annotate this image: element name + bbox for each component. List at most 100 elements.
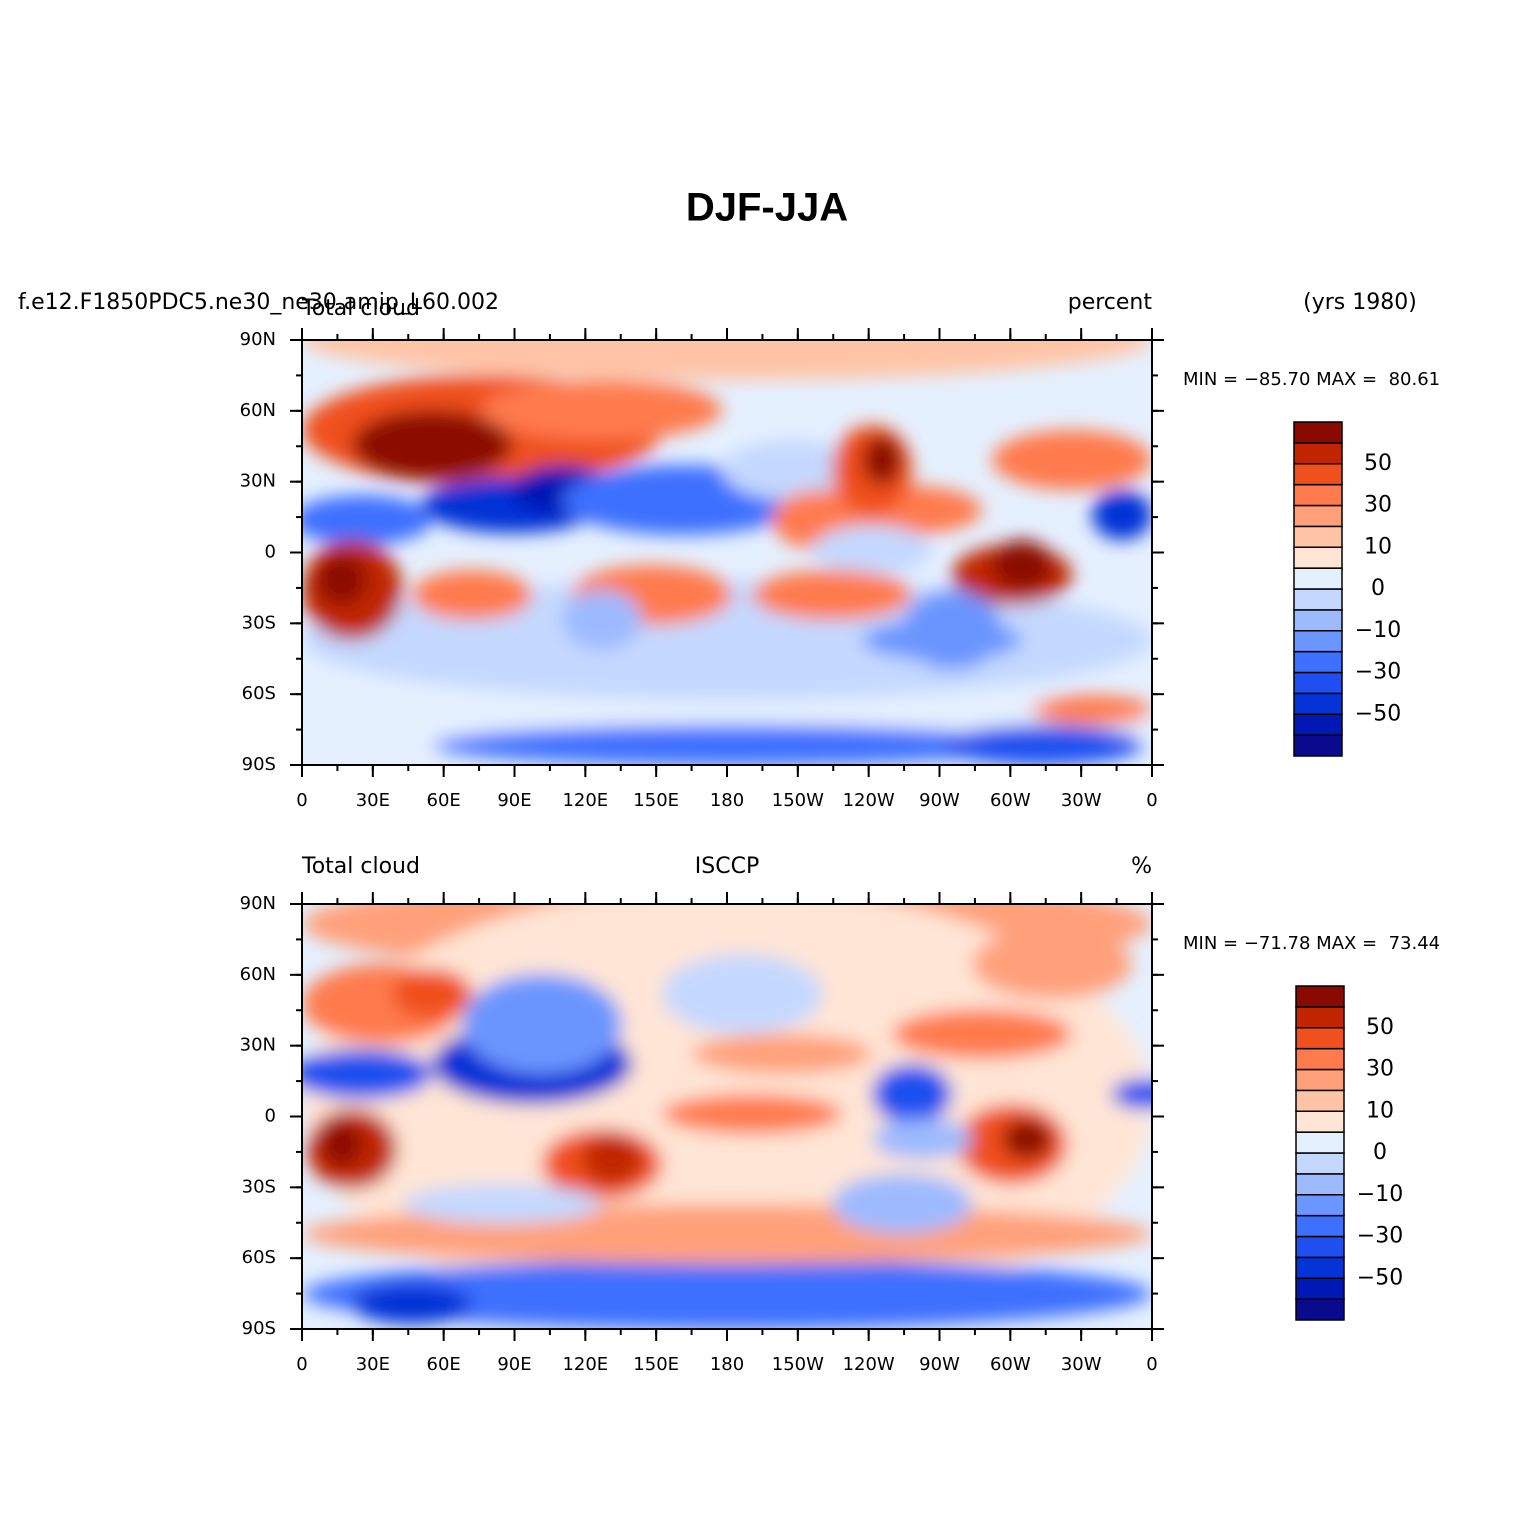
field-blob xyxy=(352,410,512,480)
colorbar-box xyxy=(1293,567,1343,590)
lon-label: 150E xyxy=(633,1354,679,1375)
field-blob xyxy=(392,969,472,1019)
lon-label: 150E xyxy=(633,790,679,811)
lat-label: 90S xyxy=(242,1318,276,1339)
lat-label: 60S xyxy=(242,683,276,704)
lat-label: 30S xyxy=(242,612,276,633)
colorbar-label: −50 xyxy=(1355,701,1401,726)
colorbar-label: 50 xyxy=(1364,451,1392,476)
field-blob xyxy=(1002,1119,1052,1159)
figure-title: DJF-JJA xyxy=(686,186,848,230)
colorbar-label: 0 xyxy=(1373,1140,1387,1165)
field-blob xyxy=(352,1284,472,1324)
right-string: % xyxy=(1131,854,1152,879)
field-blob xyxy=(317,555,367,605)
right-string: percent xyxy=(1068,290,1153,315)
colorbar-label: −30 xyxy=(1355,660,1401,685)
colorbar-label: 0 xyxy=(1371,576,1385,601)
colorbar-box xyxy=(1295,1027,1345,1050)
colorbar-label: −10 xyxy=(1357,1182,1403,1207)
lon-label: 90E xyxy=(497,790,531,811)
lon-label: 120E xyxy=(562,790,608,811)
lon-label: 60E xyxy=(427,1354,461,1375)
colorbar-box xyxy=(1295,985,1345,1008)
lon-label: 0 xyxy=(1146,1354,1157,1375)
map-field xyxy=(302,904,1152,1329)
colorbar-box xyxy=(1295,1131,1345,1154)
colorbar-box xyxy=(1295,1173,1345,1196)
lon-label: 90W xyxy=(919,1354,960,1375)
field-blob xyxy=(892,1009,1072,1059)
colorbar-label: −10 xyxy=(1355,618,1401,643)
lon-label: 60W xyxy=(990,1354,1031,1375)
colorbar-box xyxy=(1293,504,1343,528)
colorbar-box xyxy=(1293,692,1343,715)
colorbar-label: 50 xyxy=(1366,1015,1394,1040)
lon-label: 0 xyxy=(1146,790,1157,811)
colorbar-box xyxy=(1295,1006,1345,1029)
colorbar-box xyxy=(1295,1068,1345,1092)
field-blob xyxy=(302,1049,432,1099)
lat-label: 30N xyxy=(240,471,276,492)
field-blob xyxy=(562,590,642,650)
colorbar-box xyxy=(1293,483,1343,507)
field-blob xyxy=(872,1064,952,1124)
model-name: f.e12.F1850PDC5.ne30_ne30.amip_L60.002 xyxy=(18,290,499,315)
colorbar-box xyxy=(1293,442,1343,465)
colorbar-box xyxy=(1293,525,1343,548)
colorbar-box xyxy=(1293,463,1343,486)
field-blob xyxy=(1032,695,1152,725)
colorbar-box xyxy=(1295,1152,1345,1175)
field-blobs xyxy=(302,340,1152,765)
lon-label: 120W xyxy=(843,790,895,811)
colorbar-box xyxy=(1293,421,1343,444)
field-blob xyxy=(432,725,1032,765)
lat-label: 90N xyxy=(240,329,276,350)
lat-label: 60S xyxy=(242,1247,276,1268)
colorbar-box xyxy=(1293,671,1343,695)
colorbar-box xyxy=(1295,1277,1345,1300)
map-field xyxy=(302,340,1152,765)
field-blob xyxy=(752,570,912,620)
field-blob xyxy=(1092,490,1152,540)
lat-label: 30S xyxy=(242,1176,276,1197)
lat-label: 0 xyxy=(265,1106,276,1127)
lat-label: 0 xyxy=(265,542,276,563)
field-blob xyxy=(862,435,902,485)
center-string: ISCCP xyxy=(695,854,759,879)
colorbar-label: 10 xyxy=(1366,1098,1394,1123)
lon-label: 30E xyxy=(356,790,390,811)
field-blob xyxy=(322,1122,362,1166)
min-max: MIN = −71.78 MAX = 73.44 xyxy=(1183,933,1440,954)
lon-label: 30E xyxy=(356,1354,390,1375)
colorbar-box xyxy=(1293,734,1343,757)
field-blob xyxy=(902,590,1002,670)
lon-label: 0 xyxy=(296,790,307,811)
field-blob xyxy=(872,1119,972,1159)
field-blob xyxy=(722,440,862,500)
colorbar-label: 30 xyxy=(1364,493,1392,518)
colorbar-box xyxy=(1295,1047,1345,1071)
colorbar-label: 10 xyxy=(1364,534,1392,559)
lon-label: 150W xyxy=(772,1354,824,1375)
lon-label: 180 xyxy=(710,1354,744,1375)
field-blob xyxy=(992,430,1152,490)
lon-label: 150W xyxy=(772,790,824,811)
colorbar-label: 30 xyxy=(1366,1057,1394,1082)
field-blob xyxy=(402,1184,602,1224)
field-blob xyxy=(992,540,1052,590)
lon-label: 60W xyxy=(990,790,1031,811)
lon-label: 30W xyxy=(1061,1354,1102,1375)
lon-label: 0 xyxy=(296,1354,307,1375)
field-blob xyxy=(692,1034,872,1074)
lon-label: 180 xyxy=(710,790,744,811)
lat-label: 90S xyxy=(242,754,276,775)
colorbar-box xyxy=(1293,630,1343,653)
colorbar-box xyxy=(1295,1256,1345,1279)
field-blobs xyxy=(302,904,1152,1329)
field-blob xyxy=(462,974,622,1074)
colorbar-box xyxy=(1293,609,1343,632)
colorbar-box xyxy=(1295,1194,1345,1217)
lon-label: 90W xyxy=(919,790,960,811)
